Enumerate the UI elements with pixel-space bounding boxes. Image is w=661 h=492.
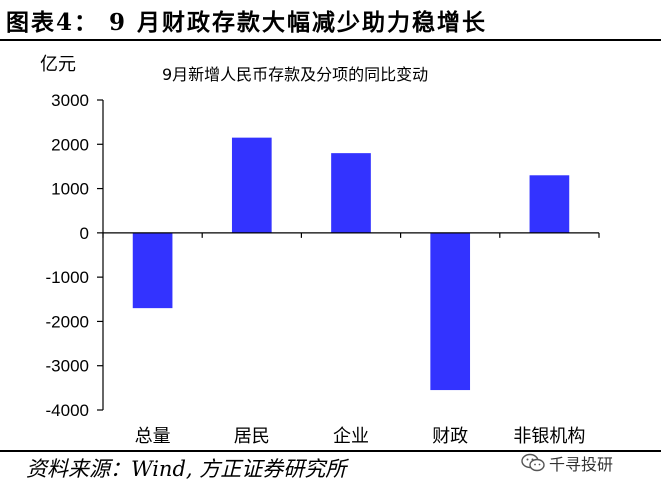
wechat-icon xyxy=(521,453,545,472)
bars xyxy=(132,137,570,391)
x-category-label: 企业 xyxy=(333,426,369,447)
bar-1 xyxy=(132,232,173,309)
y-tick-label: -1000 xyxy=(46,268,89,287)
x-category-label: 财政 xyxy=(432,426,468,447)
bar-2 xyxy=(231,137,272,233)
bar-chart: 亿元 9月新增人民币存款及分项的同比变动 3000 2000 1000 0 -1000 -… xyxy=(40,54,600,447)
y-axis: 3000 2000 1000 0 -1000 -2000 -3000 -4000 xyxy=(46,91,104,420)
y-tick-label: -3000 xyxy=(46,357,89,376)
bar-3 xyxy=(331,153,371,233)
y-tick-label: 3000 xyxy=(51,91,89,110)
watermark-text: 千寻投研 xyxy=(549,455,614,474)
y-tick-label: 0 xyxy=(80,224,89,243)
y-tick-label: -2000 xyxy=(46,312,89,331)
title-rule xyxy=(0,39,661,41)
bar-5 xyxy=(529,175,570,233)
y-unit-label: 亿元 xyxy=(40,54,76,75)
x-category-label: 总量 xyxy=(135,426,171,447)
source-note: 资料来源：Wind, 方正证券研究所 xyxy=(26,457,347,481)
y-tick-label: 1000 xyxy=(51,180,89,199)
footer-rule xyxy=(0,450,661,452)
x-category-label: 居民 xyxy=(234,426,270,447)
y-tick-label: 2000 xyxy=(51,135,89,154)
x-axis: 总量 居民 企业 财政 非银机构 xyxy=(102,232,600,447)
watermark: 千寻投研 xyxy=(521,451,613,475)
y-tick-label: -4000 xyxy=(46,401,89,420)
bar-4 xyxy=(430,232,471,391)
x-category-label: 非银机构 xyxy=(513,426,585,447)
chart-title: 9月新增人民币存款及分项的同比变动 xyxy=(162,65,428,84)
figure-title: 图表4： 9 月财政存款大幅减少助力稳增长 xyxy=(6,9,488,36)
